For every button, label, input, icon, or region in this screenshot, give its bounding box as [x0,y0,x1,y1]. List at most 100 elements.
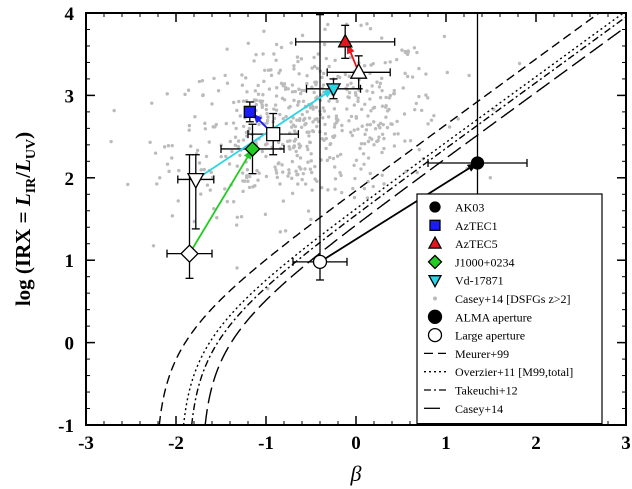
casey14-point [274,42,279,47]
casey14-point [390,122,394,126]
legend-label: AK03 [455,201,484,215]
casey14-point [293,89,298,94]
legend-box [416,193,603,425]
casey14-point [305,81,309,86]
casey14-point [343,72,348,77]
casey14-point [308,106,313,110]
casey14-point [230,149,234,154]
casey14-point [225,81,230,85]
casey14-point [310,66,314,70]
casey14-point [207,140,211,144]
casey14-point [236,139,241,143]
casey14-point [240,73,244,77]
casey14-point [241,99,246,103]
casey14-point [369,109,373,113]
casey14-point [368,97,372,101]
casey14-point [240,83,245,87]
casey14-point [322,109,327,113]
casey14-point [233,135,238,139]
casey14-point [356,96,360,100]
casey14-point [365,89,369,93]
casey14-point [274,171,279,175]
casey14-point [403,139,407,143]
casey14-point [155,182,159,186]
casey14-point [352,103,357,107]
casey14-point [338,152,343,157]
casey14-point [292,67,296,71]
casey14-point [252,59,256,63]
casey14-point [392,132,397,136]
casey14-point [245,168,250,172]
casey14-point [287,168,291,172]
casey14-point [327,64,331,69]
casey14-point [295,173,299,177]
casey14-point [347,91,352,95]
casey14-point [254,98,259,103]
casey14-point [277,71,281,75]
casey14-point [197,161,202,165]
casey14-point [238,114,243,118]
casey14-point [320,75,324,80]
casey14-point [244,130,249,135]
casey14-point [278,182,282,186]
curve-casey-14 [204,25,626,425]
casey14-point [225,47,229,51]
casey14-point [297,165,302,169]
casey14-point [187,123,192,128]
casey14-point [263,212,268,217]
casey14-point [167,169,171,174]
y-axis-title: log (IRX = LIR/LUV) [11,132,39,306]
casey14-point [214,122,218,127]
casey14-point [305,74,309,78]
casey14-point [199,168,203,172]
casey14-point [331,156,336,161]
casey14-point [384,105,388,109]
casey14-point [311,107,315,111]
casey14-point [238,153,242,158]
casey14-point [272,52,276,56]
casey14-point [372,120,376,124]
casey14-point [442,34,447,39]
casey14-point [307,130,311,134]
casey14-point [340,123,344,128]
casey14-point [325,158,330,163]
casey14-point [177,168,181,173]
casey14-point [300,33,305,38]
casey14-point [295,118,299,122]
casey14-point [345,107,349,111]
casey14-point [281,170,285,174]
casey14-point [269,68,273,72]
casey14-point [264,107,269,112]
casey14-point [295,153,299,158]
casey14-point [326,115,331,119]
casey14-point [381,122,385,127]
legend-label: Meurer+99 [455,347,509,361]
casey14-point [109,139,113,144]
casey14-point [380,104,385,108]
casey14-point [162,145,167,149]
casey14-point [324,56,329,61]
casey14-point [305,144,309,149]
casey14-point [212,76,216,81]
legend-marker-j1000-0234 [427,254,443,270]
casey14-point [362,186,367,191]
casey14-point [369,63,373,67]
casey14-point [260,149,265,154]
casey14-point [354,115,358,119]
casey14-point [359,142,364,146]
casey14-point [338,75,342,80]
casey14-point [264,103,269,107]
casey14-point [279,81,284,86]
casey14-point [328,142,332,147]
casey14-point [415,50,419,55]
casey14-point [301,171,306,176]
casey14-point [290,90,295,94]
casey14-point [241,138,246,142]
casey14-point [375,80,379,84]
casey14-point [368,27,373,31]
casey14-point [197,79,202,84]
casey14-point [315,95,319,99]
casey14-point [296,100,301,104]
casey14-point [202,167,206,172]
casey14-point [296,103,300,107]
